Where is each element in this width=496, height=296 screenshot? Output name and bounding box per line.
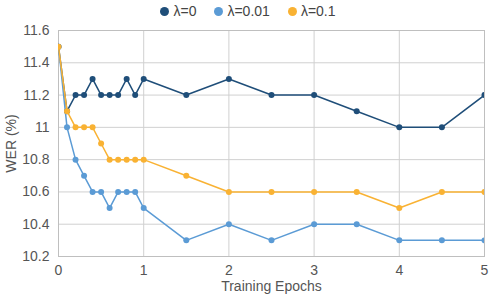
- svg-text:10.8: 10.8: [22, 151, 49, 167]
- svg-text:4: 4: [395, 262, 403, 278]
- svg-text:10.4: 10.4: [22, 216, 49, 232]
- html-text:λ=0.1: λ=0.1: [300, 3, 336, 19]
- svg-text:11.4: 11.4: [23, 54, 49, 70]
- svg-text:1: 1: [140, 262, 148, 278]
- svg-text:10.6: 10.6: [22, 183, 49, 199]
- svg-text:11.2: 11.2: [23, 87, 49, 103]
- html-text:λ=0.01: λ=0.01: [227, 3, 270, 19]
- svg-text:11: 11: [35, 119, 50, 135]
- svg-text:Training Epochs: Training Epochs: [221, 278, 322, 294]
- svg-text:0: 0: [55, 262, 63, 278]
- svg-text:11.6: 11.6: [23, 22, 49, 38]
- svg-text:5: 5: [481, 262, 489, 278]
- svg-text:3: 3: [310, 262, 318, 278]
- svg-text:2: 2: [225, 262, 233, 278]
- svg-text:10.2: 10.2: [22, 248, 49, 264]
- svg-text:WER (%): WER (%): [3, 114, 19, 172]
- html-text:λ=0: λ=0: [173, 3, 197, 19]
